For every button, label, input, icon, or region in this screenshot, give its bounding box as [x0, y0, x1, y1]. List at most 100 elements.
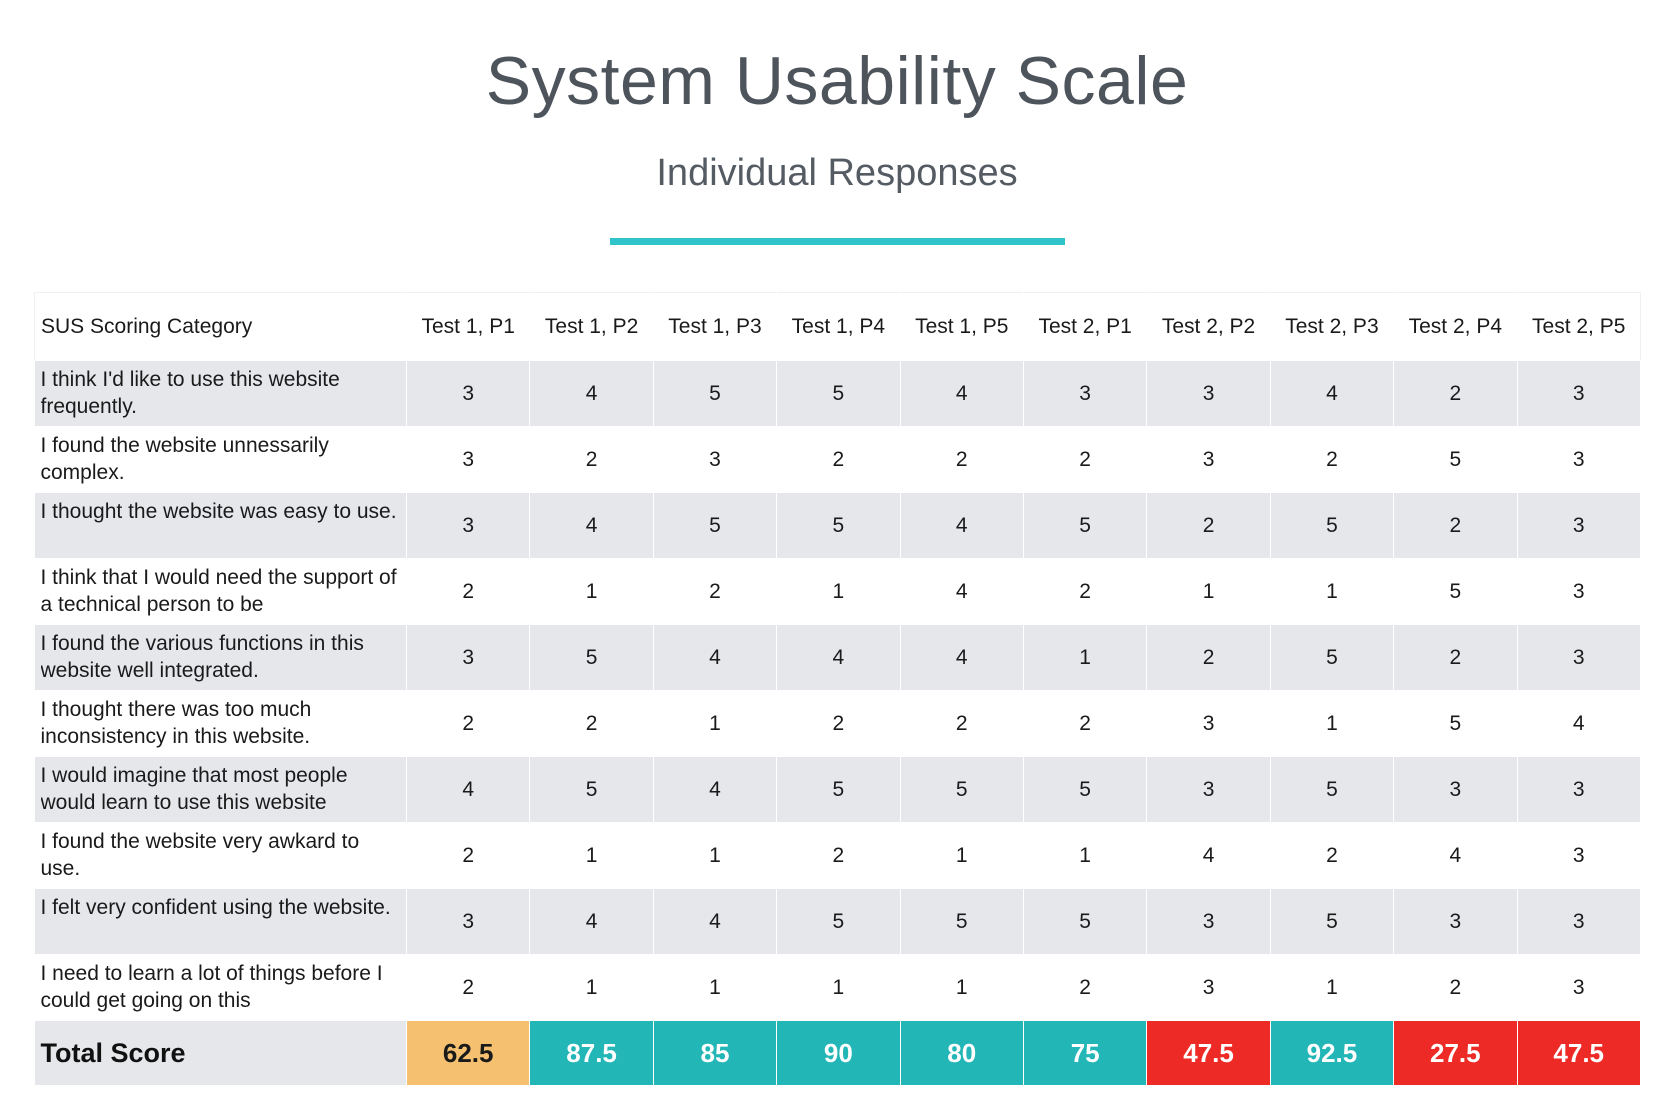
- response-value-cell: 3: [406, 492, 531, 559]
- response-value-cell: 2: [529, 690, 654, 757]
- total-score-cell: 47.5: [1146, 1020, 1271, 1086]
- column-header: Test 1, P2: [529, 292, 654, 361]
- sus-table: SUS Scoring Category Test 1, P1 Test 1, P2…: [34, 292, 1641, 1086]
- response-value-cell: 4: [653, 888, 778, 955]
- response-value-cell: 3: [1517, 624, 1641, 691]
- total-score-cell: 80: [900, 1020, 1024, 1086]
- response-value-cell: 5: [1023, 888, 1148, 955]
- response-value-cell: 5: [1023, 492, 1148, 559]
- total-score-cell: 75: [1023, 1020, 1148, 1086]
- response-value-cell: 2: [1023, 690, 1148, 757]
- row-category-label: I thought there was too much inconsisten…: [40, 698, 312, 748]
- row-category-cell: I thought there was too much inconsisten…: [34, 690, 407, 757]
- response-value-cell: 1: [529, 558, 654, 625]
- response-value-cell: 3: [406, 888, 531, 955]
- total-score-cell: 92.5: [1270, 1020, 1395, 1086]
- total-score-cell: 87.5: [529, 1020, 654, 1086]
- response-value-cell: 1: [1270, 558, 1395, 625]
- row-category-cell: I thought the website was easy to use.: [34, 492, 407, 559]
- total-score-label: Total Score: [34, 1020, 407, 1086]
- response-value-cell: 3: [1023, 360, 1148, 427]
- response-value-cell: 2: [529, 426, 654, 493]
- column-header: Test 2, P5: [1517, 292, 1641, 361]
- response-value-cell: 2: [1023, 426, 1148, 493]
- response-value-cell: 5: [1023, 756, 1148, 823]
- column-header: Test 1, P1: [406, 292, 531, 361]
- total-score-cell: 47.5: [1517, 1020, 1641, 1086]
- table-row: I thought there was too much inconsisten…: [34, 690, 1641, 757]
- column-header: Test 2, P2: [1146, 292, 1271, 361]
- response-value-cell: 4: [1146, 822, 1271, 889]
- row-category-label: I think that I would need the support of…: [40, 566, 397, 616]
- response-value-cell: 4: [529, 360, 654, 427]
- row-category-label: I felt very confident using the website.: [40, 896, 391, 919]
- response-value-cell: 5: [529, 756, 654, 823]
- response-value-cell: 3: [1517, 426, 1641, 493]
- response-value-cell: 1: [1023, 624, 1148, 691]
- column-header: Test 2, P4: [1393, 292, 1518, 361]
- response-value-cell: 1: [1023, 822, 1148, 889]
- response-value-cell: 5: [1393, 690, 1518, 757]
- response-value-cell: 3: [1393, 756, 1518, 823]
- table-row: I found the website very awkard to use. 2…: [34, 822, 1641, 889]
- response-value-cell: 5: [776, 492, 901, 559]
- row-category-label: I think I'd like to use this website fre…: [40, 368, 340, 418]
- response-value-cell: 4: [900, 492, 1024, 559]
- title-divider: [610, 238, 1065, 245]
- response-value-cell: 3: [1517, 756, 1641, 823]
- response-value-cell: 3: [1517, 822, 1641, 889]
- row-category-label: I found the website very awkard to use.: [40, 830, 360, 880]
- response-value-cell: 5: [529, 624, 654, 691]
- row-category-label: I need to learn a lot of things before I…: [40, 962, 383, 1012]
- response-value-cell: 2: [406, 690, 531, 757]
- response-value-cell: 3: [1146, 690, 1271, 757]
- response-value-cell: 4: [1270, 360, 1395, 427]
- response-value-cell: 2: [653, 558, 778, 625]
- table-row: I found the various functions in this we…: [34, 624, 1641, 691]
- response-value-cell: 4: [529, 492, 654, 559]
- response-value-cell: 3: [1146, 426, 1271, 493]
- response-value-cell: 5: [776, 888, 901, 955]
- response-value-cell: 4: [900, 624, 1024, 691]
- response-value-cell: 2: [1146, 624, 1271, 691]
- response-value-cell: 5: [653, 492, 778, 559]
- response-value-cell: 5: [1393, 558, 1518, 625]
- response-value-cell: 3: [406, 624, 531, 691]
- row-category-label: I found the various functions in this we…: [40, 632, 364, 682]
- column-header: Test 2, P1: [1023, 292, 1148, 361]
- total-score-cell: 62.5: [406, 1020, 531, 1086]
- response-value-cell: 3: [1146, 756, 1271, 823]
- response-value-cell: 3: [406, 426, 531, 493]
- response-value-cell: 1: [653, 954, 778, 1021]
- response-value-cell: 2: [900, 690, 1024, 757]
- response-value-cell: 4: [653, 624, 778, 691]
- response-value-cell: 1: [1146, 558, 1271, 625]
- column-header: Test 2, P3: [1270, 292, 1395, 361]
- response-value-cell: 4: [900, 360, 1024, 427]
- response-value-cell: 2: [1270, 426, 1395, 493]
- table-row: I found the website unnessarily complex.…: [34, 426, 1641, 493]
- response-value-cell: 1: [900, 954, 1024, 1021]
- response-value-cell: 3: [1517, 360, 1641, 427]
- sus-table-container: SUS Scoring Category Test 1, P1 Test 1, P2…: [34, 292, 1641, 1086]
- response-value-cell: 1: [1270, 690, 1395, 757]
- response-value-cell: 4: [900, 558, 1024, 625]
- page-subtitle: Individual Responses: [656, 152, 1018, 194]
- row-category-label: I thought the website was easy to use.: [40, 500, 397, 523]
- column-header: Test 1, P4: [776, 292, 901, 361]
- response-value-cell: 3: [1517, 888, 1641, 955]
- response-value-cell: 4: [653, 756, 778, 823]
- response-value-cell: 1: [900, 822, 1024, 889]
- response-value-cell: 5: [653, 360, 778, 427]
- table-row: I think I'd like to use this website fre…: [34, 360, 1641, 427]
- response-value-cell: 3: [1146, 954, 1271, 1021]
- response-value-cell: 3: [1517, 558, 1641, 625]
- column-header-category: SUS Scoring Category: [34, 292, 407, 361]
- response-value-cell: 1: [776, 558, 901, 625]
- page-title: System Usability Scale: [485, 43, 1189, 119]
- table-body: I think I'd like to use this website fre…: [34, 360, 1641, 1086]
- response-value-cell: 2: [1023, 954, 1148, 1021]
- response-value-cell: 5: [1270, 624, 1395, 691]
- response-value-cell: 2: [776, 690, 901, 757]
- response-value-cell: 2: [900, 426, 1024, 493]
